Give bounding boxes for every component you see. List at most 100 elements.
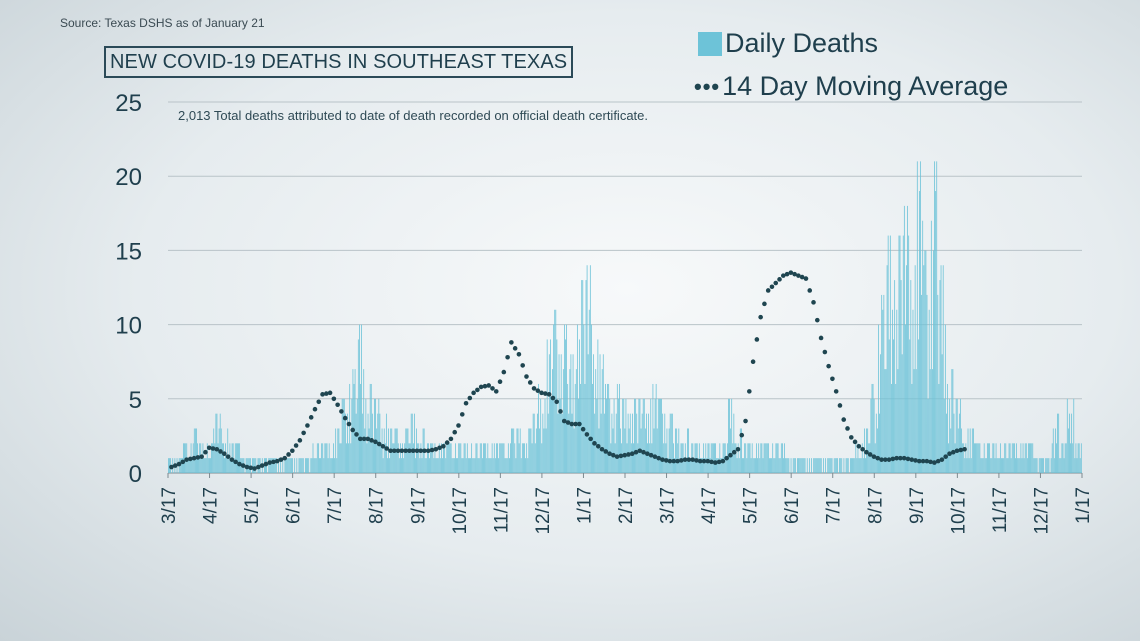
bar	[966, 458, 968, 473]
legend-label-moving-average: 14 Day Moving Average	[722, 71, 1009, 101]
bar	[600, 413, 602, 473]
avg-point	[467, 395, 473, 401]
grid-lines	[168, 101, 1082, 474]
bar	[794, 458, 796, 473]
avg-point	[388, 448, 393, 454]
avg-point	[297, 438, 303, 443]
avg-point	[233, 459, 238, 465]
bar	[766, 443, 768, 473]
bar	[657, 398, 659, 473]
bar	[911, 383, 913, 473]
bar	[342, 398, 344, 473]
bar	[498, 458, 500, 473]
bar	[671, 413, 673, 473]
avg-point	[282, 455, 288, 461]
bar	[255, 458, 257, 473]
bar	[1055, 428, 1056, 473]
bar	[559, 398, 561, 473]
bar	[840, 458, 842, 473]
bar	[201, 458, 203, 473]
bar	[438, 443, 440, 473]
bar	[168, 458, 169, 473]
bar	[913, 369, 915, 473]
y-tick-label: 5	[129, 387, 142, 414]
bar	[750, 458, 752, 473]
bar	[992, 443, 994, 473]
bar	[894, 280, 896, 473]
avg-point	[516, 351, 522, 357]
bar	[798, 458, 799, 473]
bar	[891, 383, 892, 473]
bar	[437, 458, 439, 473]
avg-point	[852, 439, 858, 445]
bar	[1008, 443, 1010, 473]
bar	[211, 443, 212, 473]
bar	[569, 369, 571, 473]
avg-point	[720, 458, 726, 464]
avg-point	[731, 449, 737, 455]
avg-point	[690, 457, 695, 462]
bar	[434, 443, 436, 473]
bar	[561, 413, 563, 473]
bar	[452, 458, 454, 473]
bar	[1035, 458, 1037, 473]
bar	[280, 458, 282, 473]
avg-point	[290, 448, 295, 454]
bar	[509, 458, 510, 473]
bar	[995, 443, 997, 473]
bar	[702, 458, 703, 473]
bar	[941, 354, 943, 473]
avg-point	[886, 457, 892, 462]
avg-point	[509, 340, 514, 345]
avg-point	[561, 418, 567, 424]
bar	[896, 309, 898, 473]
bar	[515, 458, 517, 473]
bar	[974, 443, 975, 473]
bar	[612, 428, 614, 473]
bar	[1024, 443, 1026, 473]
bar	[784, 443, 785, 473]
bar	[1007, 458, 1009, 473]
bar	[253, 458, 255, 473]
avg-point	[890, 456, 896, 462]
bars-daily-deaths	[168, 161, 1082, 474]
bar	[1025, 443, 1027, 473]
bar	[415, 458, 416, 473]
bar	[777, 443, 779, 473]
avg-point	[286, 452, 291, 457]
bar	[492, 458, 494, 473]
avg-point	[932, 460, 937, 465]
bar	[962, 443, 964, 473]
bar	[381, 428, 383, 473]
bar	[476, 443, 478, 473]
bar	[919, 191, 920, 474]
bar	[470, 458, 471, 473]
bar	[963, 443, 965, 473]
bar	[270, 458, 272, 473]
bar	[1074, 458, 1076, 473]
bar	[575, 369, 577, 473]
bar	[318, 443, 319, 473]
bar	[835, 458, 837, 473]
bar	[517, 428, 519, 473]
avg-point	[565, 420, 571, 425]
bar	[882, 309, 884, 473]
bar	[693, 458, 695, 473]
bar	[194, 428, 196, 473]
bar	[425, 458, 427, 473]
bar	[410, 413, 412, 473]
bar	[607, 383, 608, 473]
bar	[441, 443, 442, 473]
x-tick-label: 4/17	[699, 487, 720, 524]
avg-point	[456, 423, 461, 428]
bar	[449, 443, 451, 473]
bar	[797, 458, 798, 473]
bar	[738, 458, 740, 473]
bar	[1047, 458, 1049, 473]
bar	[721, 458, 723, 473]
bar	[223, 443, 224, 473]
bar	[210, 458, 211, 473]
bar	[743, 458, 744, 473]
bar	[928, 309, 930, 473]
